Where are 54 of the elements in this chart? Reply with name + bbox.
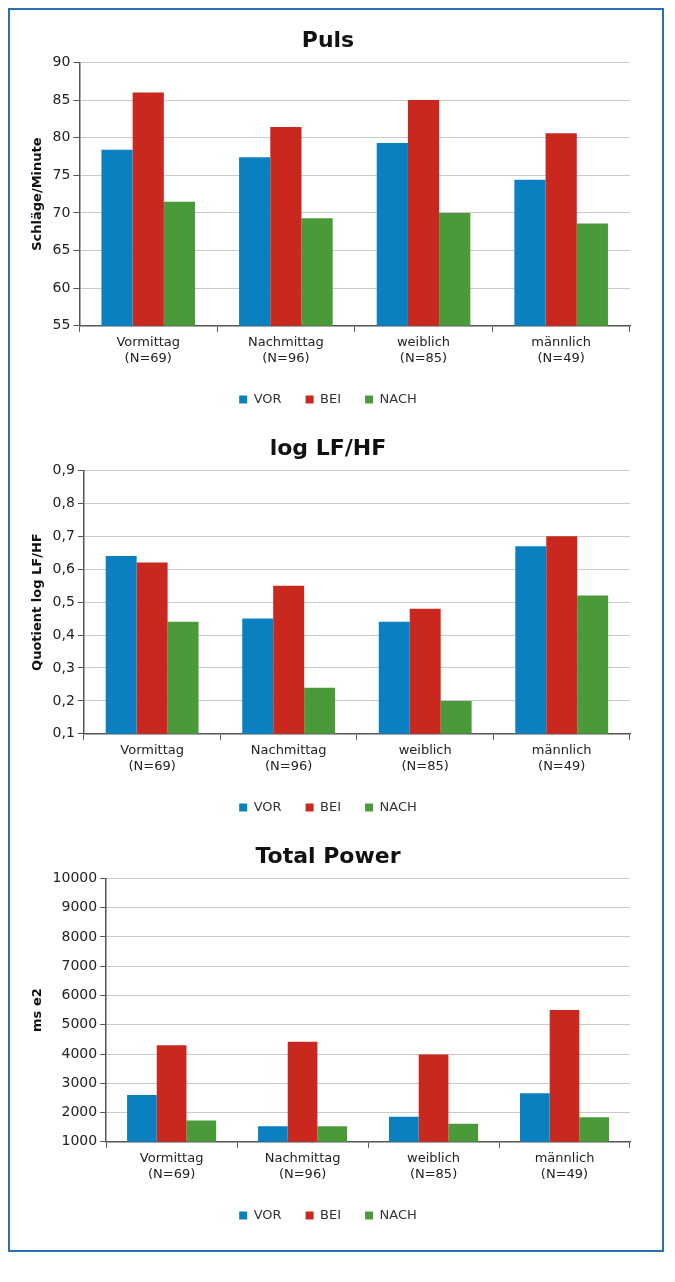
x-tick-label: männlich (N=49): [531, 333, 592, 365]
legend-label: NACH: [379, 798, 417, 814]
chart-title: log LF/HF: [269, 434, 387, 460]
legend-label: BEI: [320, 798, 342, 814]
y-tick-label: 0,6: [52, 559, 75, 576]
x-tick-label: Nachmittag (N=96): [248, 333, 324, 365]
x-tick-label: weiblich (N=85): [407, 1149, 461, 1181]
y-tick-label: 70: [52, 203, 71, 220]
chart-title: Total Power: [255, 842, 401, 868]
x-tick-label: Nachmittag (N=96): [250, 741, 327, 773]
y-tick-label: 0,2: [52, 691, 75, 708]
y-tick-label: 0,8: [52, 493, 75, 510]
y-tick-label: 0,9: [52, 461, 75, 478]
y-tick-label: 0,1: [52, 724, 75, 741]
y-tick-label: 85: [52, 90, 71, 107]
legend-label: VOR: [253, 1206, 282, 1222]
x-tick-label: männlich (N=49): [531, 741, 592, 773]
y-tick-label: 80: [52, 128, 71, 145]
legend-label: VOR: [253, 798, 282, 814]
y-tick-label: 6000: [61, 986, 98, 1003]
legend-label: NACH: [379, 1206, 417, 1222]
y-tick-label: 0,7: [52, 526, 75, 543]
y-axis-title: Schläge/Minute: [29, 137, 45, 251]
x-tick-label: weiblich (N=85): [398, 741, 452, 773]
legend-label: NACH: [379, 390, 417, 406]
x-tick-label: Nachmittag (N=96): [264, 1149, 341, 1181]
y-tick-label: 65: [52, 241, 71, 258]
x-tick-label: weiblich (N=85): [396, 333, 451, 365]
y-tick-label: 3000: [61, 1073, 98, 1090]
y-tick-label: 9000: [61, 898, 98, 915]
y-tick-label: 7000: [61, 956, 98, 973]
y-tick-label: 60: [52, 278, 71, 295]
y-axis-title: ms e2: [29, 988, 45, 1032]
x-tick-label: männlich (N=49): [534, 1149, 595, 1181]
x-tick-label: Vormittag (N=69): [116, 333, 181, 365]
y-tick-label: 5000: [61, 1015, 98, 1032]
y-axis-title: Quotient log LF/HF: [29, 533, 45, 671]
y-tick-label: 90: [52, 53, 71, 70]
y-tick-label: 75: [52, 165, 71, 182]
x-tick-label: Vormittag (N=69): [139, 1149, 204, 1181]
y-tick-label: 10000: [52, 869, 98, 886]
y-tick-label: 2000: [61, 1103, 98, 1120]
y-tick-label: 0,5: [52, 592, 75, 609]
y-tick-label: 4000: [61, 1044, 98, 1061]
legend-label: VOR: [253, 390, 282, 406]
legend-label: BEI: [320, 390, 342, 406]
y-tick-label: 1000: [61, 1132, 98, 1149]
y-tick-label: 55: [52, 316, 71, 333]
y-tick-label: 0,4: [52, 625, 75, 642]
legend-label: BEI: [320, 1206, 342, 1222]
y-tick-label: 0,3: [52, 658, 75, 675]
y-tick-label: 8000: [61, 927, 98, 944]
chart-title: Puls: [301, 26, 355, 52]
x-tick-label: Vormittag (N=69): [120, 741, 184, 773]
